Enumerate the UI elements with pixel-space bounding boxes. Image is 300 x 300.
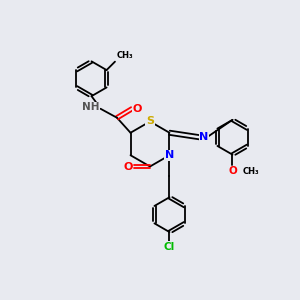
Text: O: O — [228, 166, 237, 176]
Text: CH₃: CH₃ — [116, 50, 133, 59]
Text: O: O — [123, 161, 133, 172]
Text: N: N — [165, 150, 174, 160]
Text: CH₃: CH₃ — [243, 167, 260, 176]
Text: O: O — [133, 104, 142, 114]
Text: N: N — [200, 132, 208, 142]
Text: Cl: Cl — [164, 242, 175, 252]
Text: S: S — [146, 116, 154, 127]
Text: NH: NH — [82, 102, 100, 112]
